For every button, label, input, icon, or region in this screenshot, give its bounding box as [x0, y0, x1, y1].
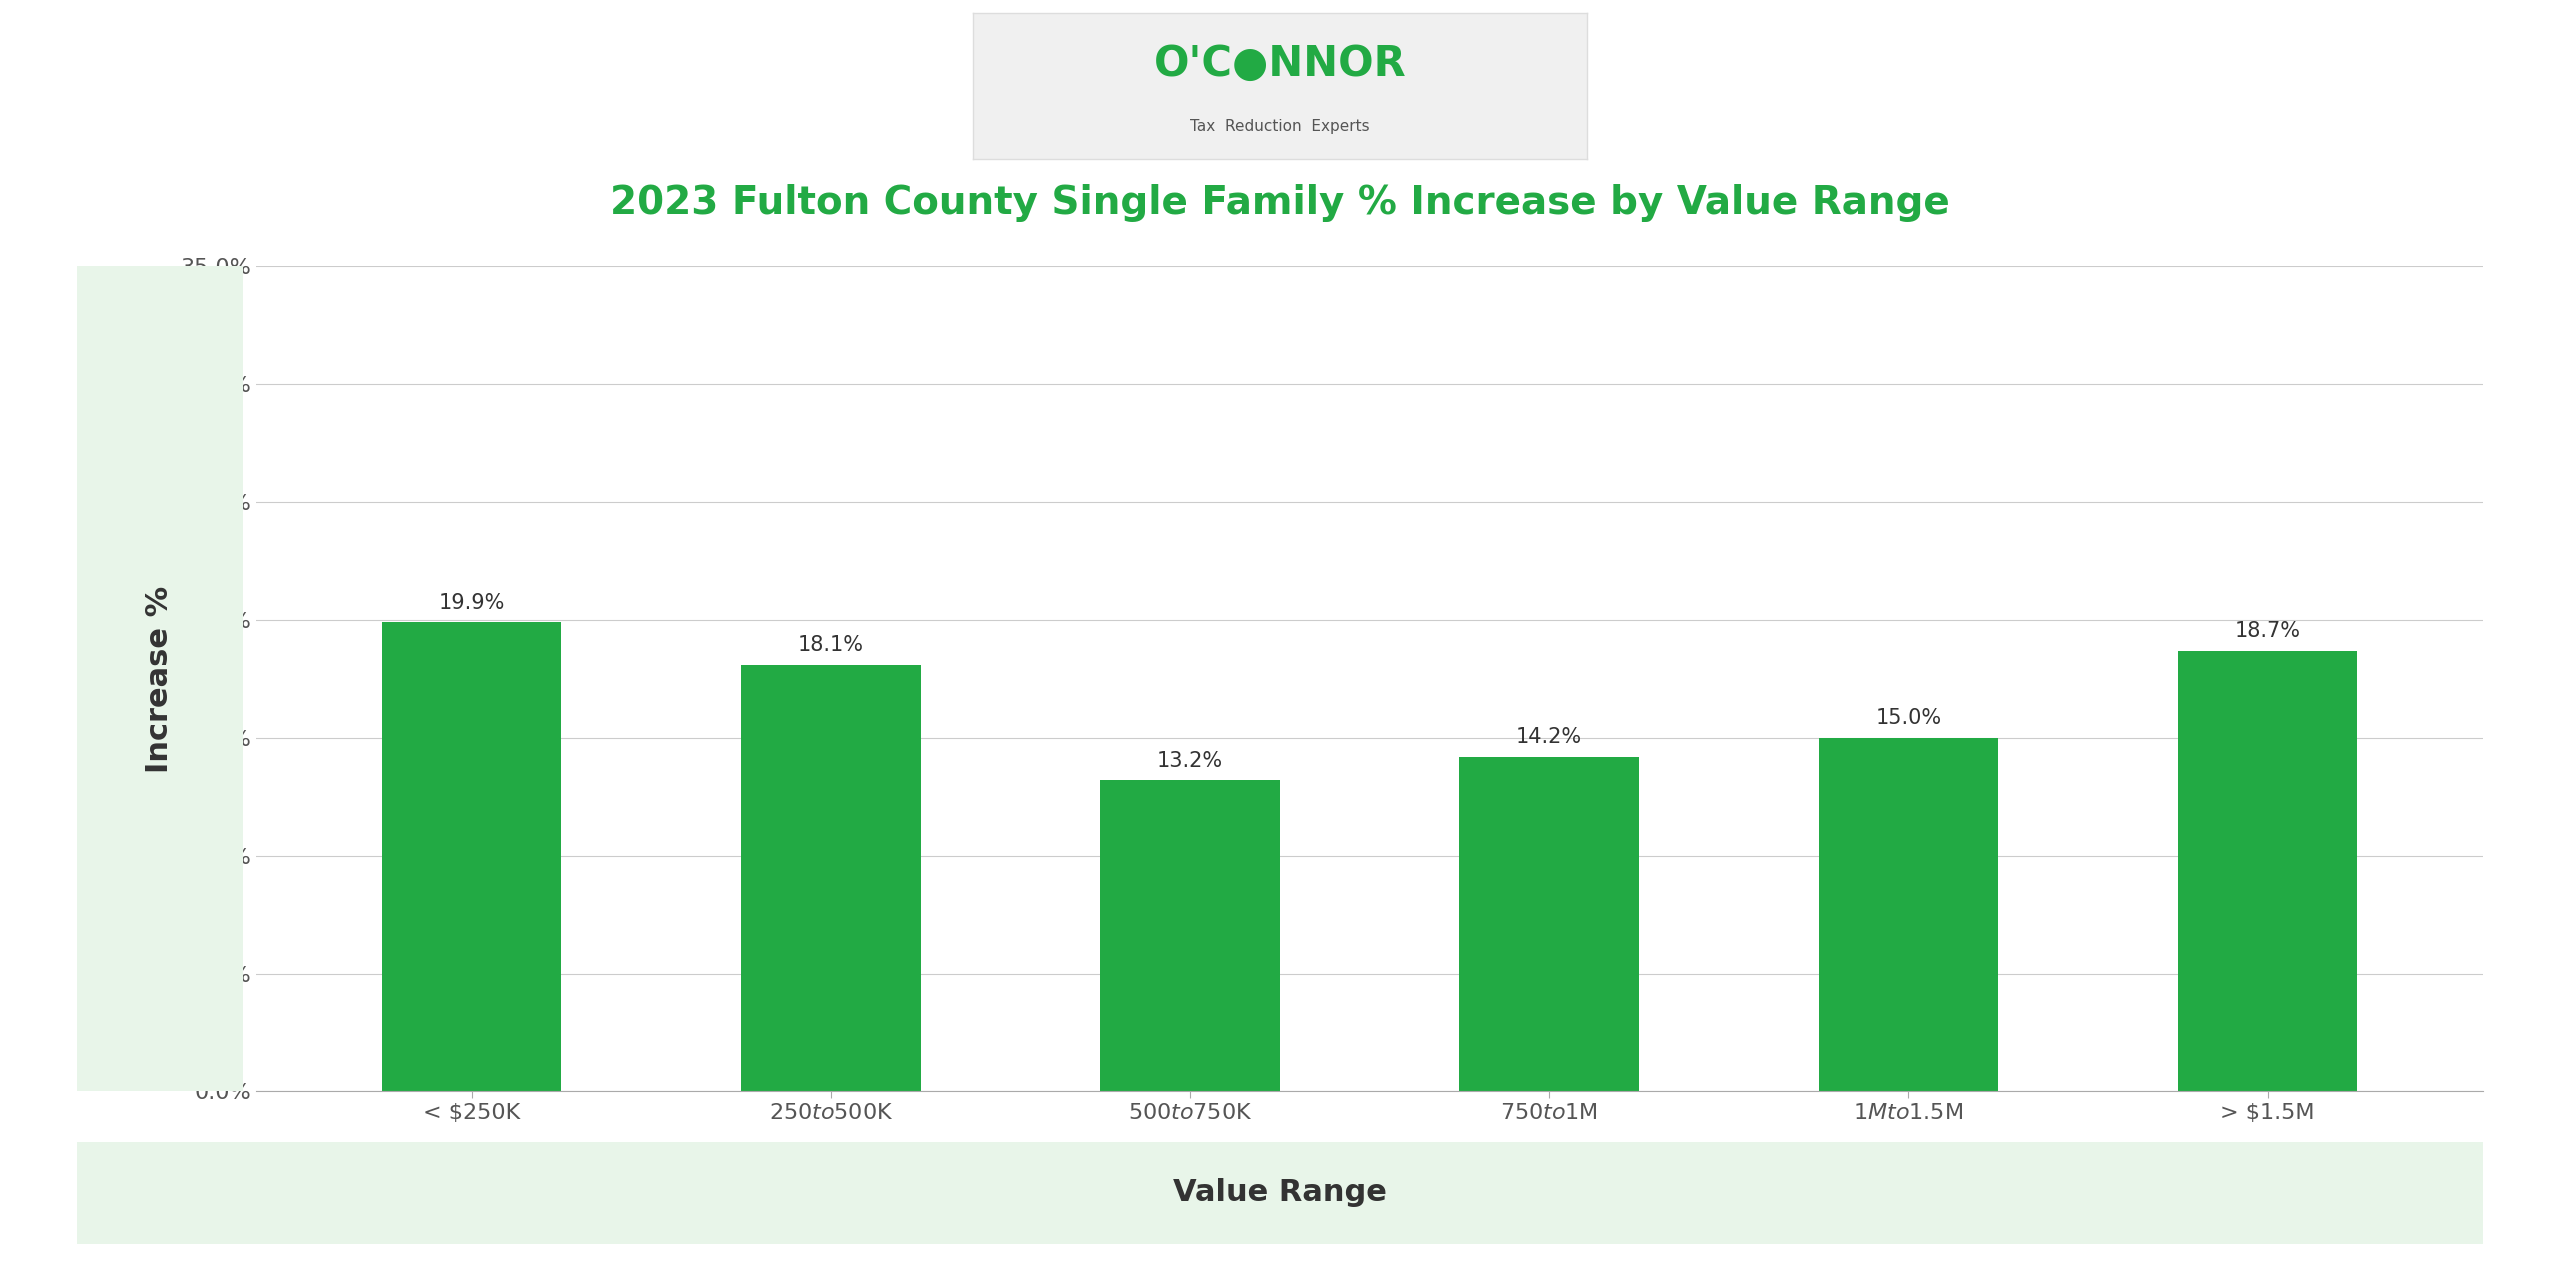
Text: 13.2%: 13.2% — [1157, 751, 1224, 770]
Text: 2023 Fulton County Single Family % Increase by Value Range: 2023 Fulton County Single Family % Incre… — [609, 184, 1951, 222]
Bar — [1459, 756, 1638, 1091]
Text: 14.2%: 14.2% — [1516, 727, 1582, 747]
Text: Tax  Reduction  Experts: Tax Reduction Experts — [1190, 119, 1370, 135]
Bar — [1818, 737, 1999, 1091]
Text: 18.7%: 18.7% — [2235, 622, 2301, 641]
Text: Value Range: Value Range — [1172, 1179, 1388, 1207]
Text: 15.0%: 15.0% — [1876, 708, 1940, 728]
Text: Increase %: Increase % — [146, 585, 174, 773]
Text: O'C●NNOR: O'C●NNOR — [1155, 43, 1405, 85]
Text: 19.9%: 19.9% — [438, 593, 504, 613]
Bar — [740, 665, 922, 1091]
Bar — [1101, 780, 1280, 1091]
Text: 18.1%: 18.1% — [799, 636, 863, 655]
Bar — [2179, 651, 2358, 1091]
Bar — [381, 622, 561, 1091]
